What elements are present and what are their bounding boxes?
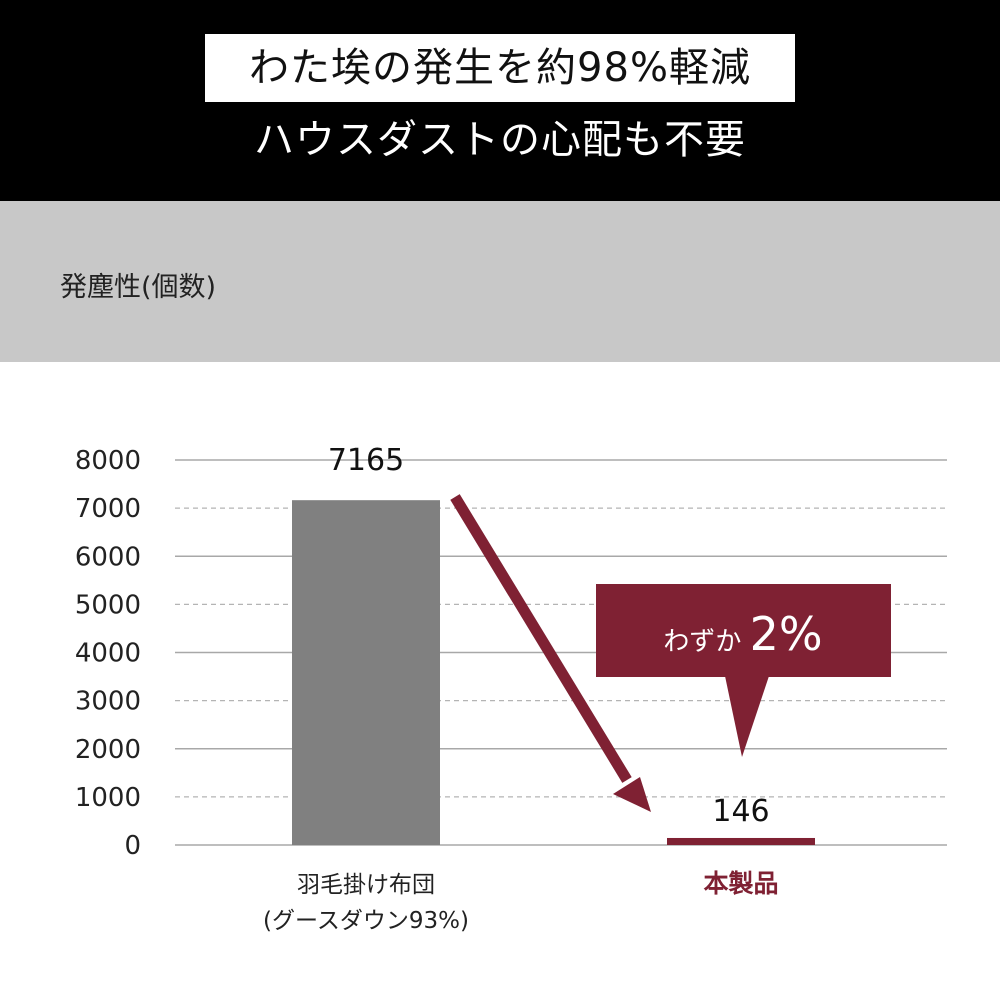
y-tick-3000: 3000 — [75, 687, 141, 717]
bar-layer — [292, 500, 815, 845]
arrow-head — [613, 777, 651, 812]
data-label-1: 7165 — [328, 443, 404, 478]
y-tick-4000: 4000 — [75, 639, 141, 669]
callout-prefix: わずか — [663, 627, 749, 657]
callout: わずか 2% — [596, 584, 891, 757]
arrow-shaft — [450, 494, 632, 783]
callout-text: わずか 2% — [663, 607, 822, 661]
callout-box — [596, 584, 891, 677]
bar-chart: 0 1000 2000 3000 4000 5000 6000 7000 8000 7165 14… — [75, 443, 947, 934]
y-tick-8000: 8000 — [75, 446, 141, 476]
metric-label-band — [0, 201, 1000, 362]
y-tick-5000: 5000 — [75, 590, 141, 620]
headline: わた埃の発生を約98%軽減 — [205, 34, 795, 102]
subheadline: ハウスダストの心配も不要 — [254, 117, 746, 163]
x-category-label-1-line-1: 羽毛掛け布団 — [297, 872, 435, 898]
x-category-label-1-line-2: (グースダウン93%) — [263, 908, 469, 934]
bar-1 — [292, 500, 440, 845]
callout-value: 2% — [750, 607, 823, 661]
bar-2 — [667, 837, 815, 845]
y-tick-2000: 2000 — [75, 735, 141, 765]
trend-arrow — [450, 494, 651, 812]
x-category-labels: 羽毛掛け布団 (グースダウン93%) 本製品 — [263, 869, 778, 934]
callout-pointer — [725, 676, 769, 757]
x-category-label-2: 本製品 — [703, 869, 778, 898]
header-banner: わた埃の発生を約98%軽減 ハウスダストの心配も不要 — [0, 0, 1000, 201]
data-labels: 7165 146 — [328, 443, 770, 829]
y-tick-1000: 1000 — [75, 783, 141, 813]
data-label-2: 146 — [712, 794, 769, 829]
y-tick-6000: 6000 — [75, 542, 141, 572]
y-tick-0: 0 — [124, 831, 141, 861]
metric-label: 発塵性(個数) — [60, 272, 217, 303]
y-tick-labels: 0 1000 2000 3000 4000 5000 6000 7000 8000 — [75, 446, 141, 861]
y-tick-7000: 7000 — [75, 494, 141, 524]
